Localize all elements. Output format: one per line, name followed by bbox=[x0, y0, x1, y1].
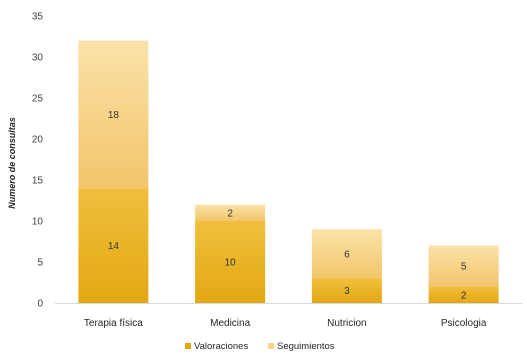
y-tick-label: 25 bbox=[32, 94, 44, 105]
bar-seguimientos-terapia-fisica bbox=[78, 40, 149, 189]
data-label-valoraciones-terapia-fisica: 14 bbox=[108, 241, 120, 252]
bar-seguimientos-nutricion bbox=[311, 229, 382, 279]
legend-swatch-valoraciones bbox=[185, 343, 191, 349]
x-tick-label: Terapia física bbox=[84, 318, 143, 329]
y-tick-label: 5 bbox=[37, 258, 43, 269]
data-label-valoraciones-medicina: 10 bbox=[225, 258, 237, 269]
bar-seguimientos-psicologia bbox=[428, 245, 499, 287]
legend-label-seguimientos: Seguimientos bbox=[277, 341, 335, 352]
bar-seguimientos-medicina bbox=[195, 204, 266, 221]
data-label-valoraciones-psicologia: 2 bbox=[461, 290, 467, 301]
y-axis: 0 5 10 15 20 25 30 35 bbox=[32, 12, 44, 310]
data-label-seguimientos-psicologia: 5 bbox=[461, 262, 467, 273]
legend-swatch-seguimientos bbox=[268, 343, 274, 349]
data-label-seguimientos-medicina: 2 bbox=[227, 208, 233, 219]
y-tick-label: 20 bbox=[32, 135, 44, 146]
y-tick-label: 30 bbox=[32, 53, 44, 64]
x-tick-label: Medicina bbox=[210, 318, 250, 329]
y-axis-title: Numero de consultas bbox=[7, 117, 17, 209]
bars bbox=[78, 40, 499, 303]
y-tick-label: 10 bbox=[32, 217, 44, 228]
data-labels: 14 18 10 2 3 6 2 5 bbox=[108, 110, 467, 301]
legend-label-valoraciones: Valoraciones bbox=[194, 341, 248, 352]
bar-valoraciones-medicina bbox=[195, 221, 266, 303]
data-label-seguimientos-terapia-fisica: 18 bbox=[108, 110, 120, 121]
legend: Valoraciones Seguimientos bbox=[185, 341, 335, 352]
x-tick-label: Psicologia bbox=[441, 318, 487, 329]
y-tick-label: 15 bbox=[32, 176, 44, 187]
bar-valoraciones-psicologia bbox=[428, 286, 499, 303]
y-tick-label: 35 bbox=[32, 12, 44, 23]
data-label-seguimientos-nutricion: 6 bbox=[344, 249, 350, 260]
bar-valoraciones-nutricion bbox=[311, 278, 382, 303]
y-tick-label: 0 bbox=[37, 299, 43, 310]
x-axis: Terapia física Medicina Nutricion Psicologi… bbox=[84, 318, 487, 329]
data-label-valoraciones-nutricion: 3 bbox=[344, 286, 350, 297]
bar-valoraciones-terapia-fisica bbox=[78, 188, 149, 303]
x-tick-label: Nutricion bbox=[327, 318, 366, 329]
